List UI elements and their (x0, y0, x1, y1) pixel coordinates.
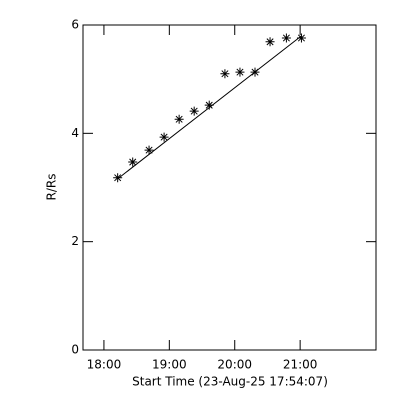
x-axis-title: Start Time (23-Aug-25 17:54:07) (132, 375, 328, 389)
data-point (144, 145, 154, 155)
x-tick-label: 18:00 (87, 358, 122, 372)
data-point (265, 37, 275, 47)
data-point (220, 69, 230, 79)
data-point (189, 106, 199, 116)
y-tick-label: 2 (71, 234, 79, 248)
plot-frame (82, 24, 377, 351)
data-point (128, 157, 138, 167)
x-tick-label: 19:00 (152, 358, 187, 372)
data-point (159, 132, 169, 142)
x-tick-label: 20:00 (217, 358, 252, 372)
fit-line (117, 35, 302, 180)
data-point (174, 114, 184, 124)
data-point (204, 100, 214, 110)
data-point (296, 33, 306, 43)
y-tick-label: 0 (71, 343, 79, 357)
y-tick-label: 4 (71, 126, 79, 140)
x-tick-label: 21:00 (283, 358, 318, 372)
y-tick-label: 6 (71, 18, 79, 32)
data-point (235, 67, 245, 77)
y-axis-title: R/Rs (45, 174, 59, 201)
data-point (281, 33, 291, 43)
data-point (113, 173, 123, 183)
